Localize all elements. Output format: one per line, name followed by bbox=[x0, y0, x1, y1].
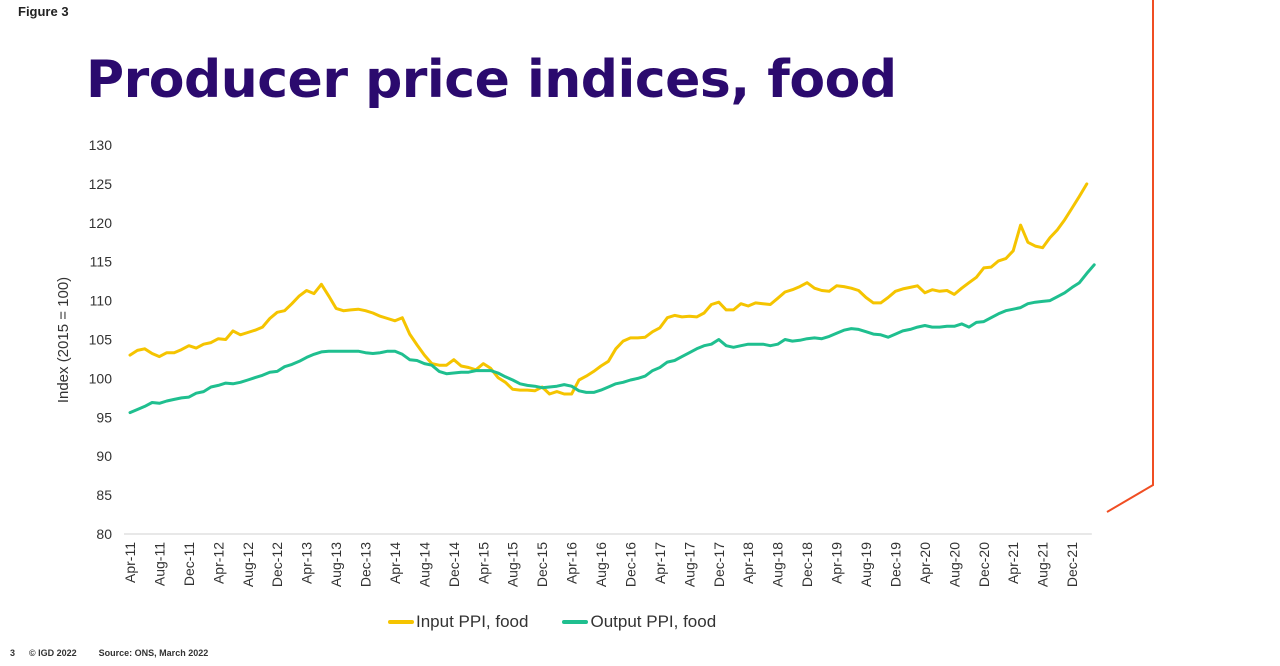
y-axis-ticks: 80 85 90 95 100 105 110 115 120 125 130 bbox=[89, 137, 113, 542]
y-tick-label: 90 bbox=[96, 448, 112, 464]
x-tick-label: Dec-17 bbox=[711, 542, 727, 587]
y-tick-label: 95 bbox=[96, 409, 112, 425]
x-tick-label: Dec-15 bbox=[534, 542, 550, 587]
x-tick-label: Apr-18 bbox=[740, 542, 756, 584]
y-tick-label: 120 bbox=[89, 215, 113, 231]
x-tick-label: Dec-21 bbox=[1064, 542, 1080, 587]
x-tick-label: Aug-16 bbox=[593, 542, 609, 587]
y-tick-label: 85 bbox=[96, 487, 112, 503]
x-tick-label: Dec-11 bbox=[181, 542, 197, 586]
figure-label: Figure 3 bbox=[18, 4, 69, 19]
x-tick-label: Dec-14 bbox=[446, 542, 462, 587]
series-group bbox=[128, 182, 1096, 415]
x-tick-label: Aug-15 bbox=[505, 542, 521, 587]
page-number: 3 bbox=[10, 648, 16, 658]
x-tick-label: Aug-14 bbox=[416, 542, 432, 587]
x-tick-label: Apr-20 bbox=[917, 542, 933, 584]
x-tick-label: Aug-21 bbox=[1035, 542, 1051, 587]
y-tick-label: 130 bbox=[89, 137, 113, 153]
x-tick-label: Dec-13 bbox=[358, 542, 374, 587]
legend-swatch-output bbox=[562, 620, 589, 624]
x-tick-label: Aug-20 bbox=[946, 542, 962, 587]
y-tick-label: 100 bbox=[89, 370, 113, 386]
legend-label-input: Input PPI, food bbox=[416, 612, 529, 631]
y-tick-label: 115 bbox=[90, 254, 113, 270]
x-tick-label: Apr-16 bbox=[564, 542, 580, 584]
x-tick-label: Dec-12 bbox=[269, 542, 285, 587]
x-tick-label: Aug-19 bbox=[858, 542, 874, 587]
x-tick-label: Apr-15 bbox=[475, 542, 491, 584]
x-tick-label: Dec-18 bbox=[799, 542, 815, 587]
x-tick-label: Dec-19 bbox=[887, 542, 903, 587]
legend-swatch-input bbox=[388, 620, 414, 624]
x-tick-label: Apr-21 bbox=[1005, 542, 1021, 584]
series-line-input-ppi bbox=[128, 182, 1089, 396]
series-line-output-ppi bbox=[128, 263, 1096, 415]
x-axis-ticks: Apr-11 Aug-11 Dec-11 Apr-12 Aug-12 Dec-12 Apr-… bbox=[122, 542, 1080, 587]
x-tick-label: Aug-12 bbox=[240, 542, 256, 587]
copyright: © IGD 2022 bbox=[29, 648, 77, 658]
y-tick-label: 80 bbox=[96, 526, 112, 542]
legend: Input PPI, food Output PPI, food bbox=[388, 612, 716, 632]
x-tick-label: Aug-17 bbox=[681, 542, 697, 587]
x-tick-label: Aug-18 bbox=[770, 542, 786, 587]
x-tick-label: Dec-20 bbox=[976, 542, 992, 587]
y-axis-label: Index (2015 = 100) bbox=[55, 277, 72, 403]
page-title: Producer price indices, food bbox=[86, 50, 897, 110]
x-tick-label: Apr-13 bbox=[299, 542, 315, 584]
legend-item-output: Output PPI, food bbox=[562, 612, 716, 632]
y-tick-label: 105 bbox=[89, 332, 113, 348]
y-tick-label: 125 bbox=[89, 176, 113, 192]
y-tick-label: 110 bbox=[90, 293, 113, 309]
x-tick-label: Aug-13 bbox=[328, 542, 344, 587]
legend-label-output: Output PPI, food bbox=[590, 612, 717, 631]
x-tick-label: Dec-16 bbox=[622, 542, 638, 587]
decorative-accent-line bbox=[1106, 0, 1154, 513]
x-tick-label: Apr-19 bbox=[829, 542, 845, 584]
source-note: Source: ONS, March 2022 bbox=[98, 648, 209, 658]
x-tick-label: Apr-12 bbox=[210, 542, 226, 584]
x-tick-label: Apr-14 bbox=[387, 542, 403, 584]
footer: 3 © IGD 2022 Source: ONS, March 2022 bbox=[10, 648, 208, 658]
x-tick-label: Apr-11 bbox=[122, 542, 138, 583]
legend-item-input: Input PPI, food bbox=[388, 612, 528, 632]
x-tick-label: Aug-11 bbox=[151, 542, 167, 586]
x-tick-label: Apr-17 bbox=[652, 542, 668, 584]
